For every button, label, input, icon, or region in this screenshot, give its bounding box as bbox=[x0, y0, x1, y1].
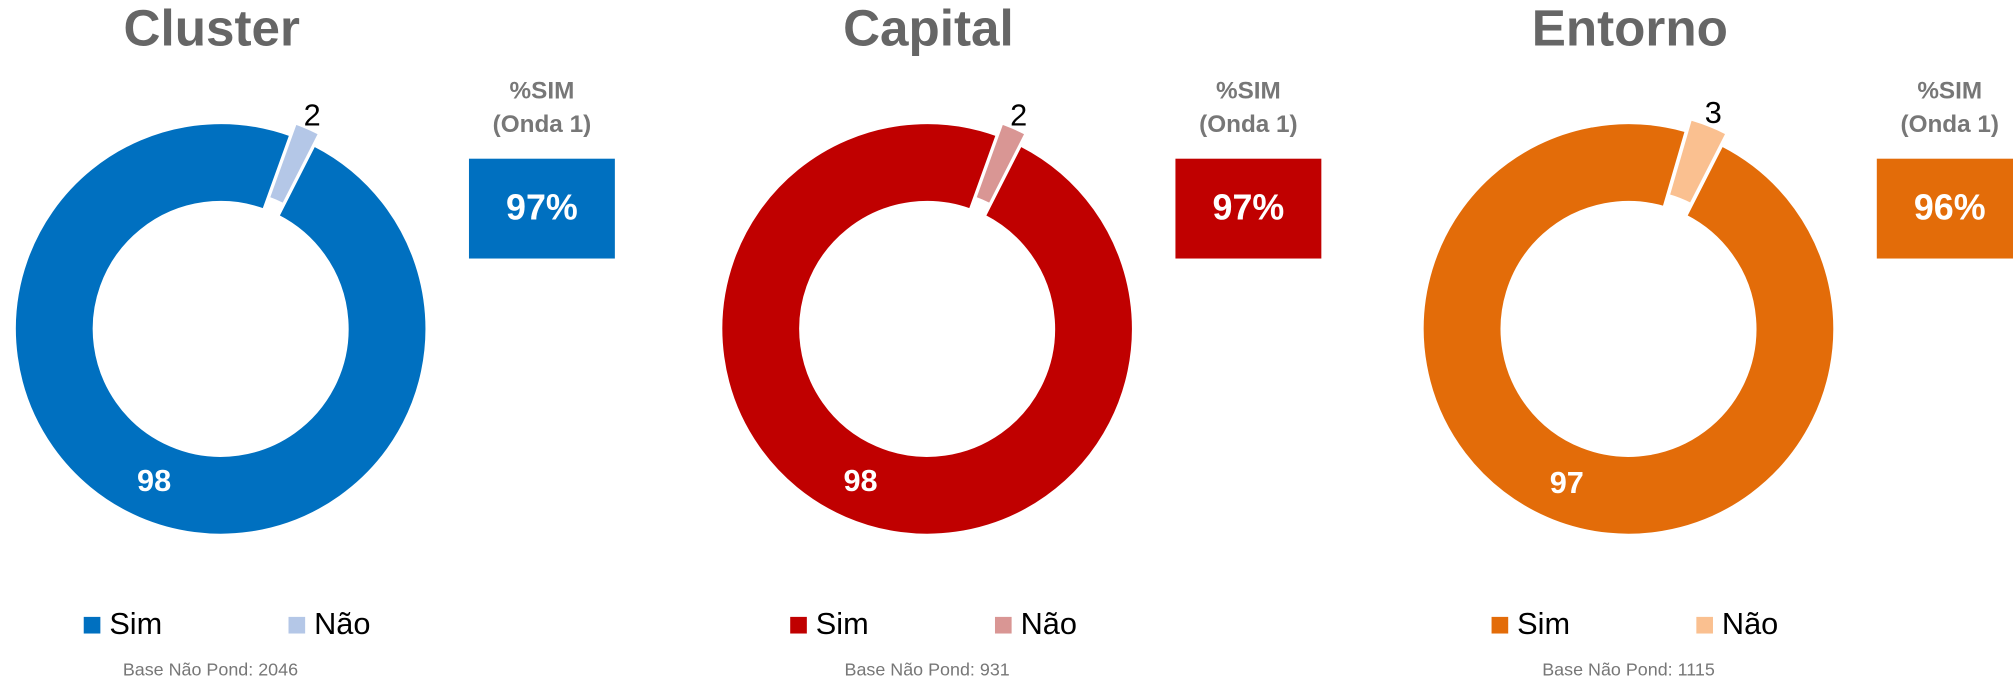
data-label: 98 bbox=[843, 463, 877, 498]
kpi-title: (Onda 1) bbox=[1199, 111, 1298, 138]
kpi-title: (Onda 1) bbox=[1900, 111, 1999, 138]
donut-slice bbox=[1421, 121, 1836, 537]
data-label: 3 bbox=[1705, 95, 1722, 130]
data-label: 2 bbox=[1010, 98, 1027, 133]
donut-slice bbox=[719, 121, 1135, 537]
legend-swatch bbox=[790, 616, 807, 634]
donut-slice bbox=[973, 121, 1028, 207]
donut-slice bbox=[1666, 117, 1729, 206]
chart-title: Cluster bbox=[124, 0, 300, 57]
kpi-title: (Onda 1) bbox=[493, 111, 592, 138]
data-label: 2 bbox=[304, 98, 321, 133]
footnote: Base Não Pond: 2046 bbox=[123, 659, 298, 679]
chart-title: Entorno bbox=[1532, 0, 1728, 57]
kpi-value: 97% bbox=[506, 187, 578, 227]
chart-title: Capital bbox=[843, 0, 1014, 57]
kpi-value: 96% bbox=[1914, 187, 1986, 227]
legend-label: Sim bbox=[816, 606, 869, 641]
legend-label: Sim bbox=[1517, 606, 1570, 641]
footnote: Base Não Pond: 1115 bbox=[1542, 659, 1715, 679]
legend-swatch bbox=[1696, 616, 1713, 634]
legend-swatch bbox=[288, 616, 306, 634]
kpi-title: %SIM bbox=[510, 78, 575, 105]
data-label: 98 bbox=[137, 463, 171, 498]
legend-swatch bbox=[994, 616, 1012, 634]
kpi-box bbox=[468, 158, 615, 259]
legend-label: Não bbox=[1722, 606, 1778, 641]
data-label: 97 bbox=[1550, 465, 1584, 500]
legend-label: Não bbox=[314, 606, 370, 641]
legend-label: Não bbox=[1021, 606, 1077, 641]
footnote: Base Não Pond: 931 bbox=[845, 659, 1010, 679]
kpi-title: %SIM bbox=[1917, 78, 1982, 105]
donut-slice bbox=[267, 121, 322, 207]
kpi-box bbox=[1876, 158, 2013, 259]
kpi-title: %SIM bbox=[1216, 78, 1281, 105]
legend-swatch bbox=[83, 616, 101, 634]
legend-swatch bbox=[1491, 616, 1509, 634]
kpi-box bbox=[1175, 158, 1322, 259]
donut-slice bbox=[13, 121, 428, 537]
kpi-value: 97% bbox=[1213, 187, 1285, 227]
legend-label: Sim bbox=[109, 606, 162, 641]
